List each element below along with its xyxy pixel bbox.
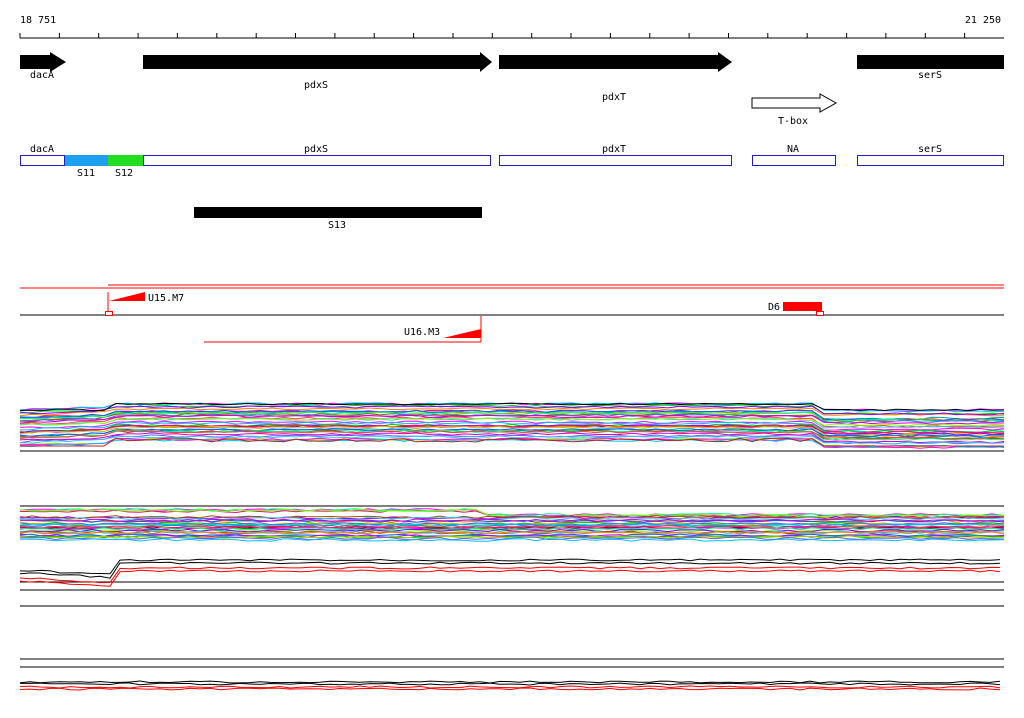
- segment-box-sers[interactable]: [857, 155, 1004, 166]
- expression-profile: [19, 428, 1005, 438]
- expression-profile: [19, 432, 1005, 444]
- expression-profile: [19, 420, 1005, 431]
- segment-box-na[interactable]: [752, 155, 836, 166]
- expression-profile: [19, 430, 1005, 440]
- segment-s12[interactable]: [108, 155, 143, 166]
- expression-profile: [20, 682, 1001, 686]
- tbox-label: T-box: [778, 116, 808, 127]
- segment-label-s11: S11: [77, 168, 95, 179]
- gene-label-daca: dacA: [30, 70, 54, 81]
- expression-profile: [19, 424, 1005, 434]
- expression-profile: [19, 566, 1001, 584]
- downshift-d6[interactable]: [783, 302, 824, 316]
- gene-arrow-daca[interactable]: [20, 52, 66, 72]
- expression-profile: [19, 423, 1005, 433]
- segment-s11[interactable]: [65, 155, 108, 166]
- transcript-track: S13: [194, 207, 482, 231]
- gene-label-sers: serS: [918, 70, 942, 81]
- segment-label-sers: serS: [918, 144, 942, 155]
- expression-profile: [19, 687, 1001, 691]
- expression-profile: [19, 526, 1005, 531]
- expression-profile: [19, 429, 1005, 441]
- segment-label-pdxt: pdxT: [602, 144, 626, 155]
- upshift-u15-m7[interactable]: [105, 292, 146, 316]
- expression-profile: [19, 435, 1005, 445]
- segment-label-s12: S12: [115, 168, 133, 179]
- expression-profile: [19, 414, 1004, 425]
- expression-profile: [19, 523, 1005, 527]
- expression-profile: [19, 417, 1005, 427]
- expression-profile: [19, 533, 1005, 538]
- expression-track-2: [19, 505, 1005, 542]
- upshift-u15-m7-label: U15.M7: [148, 293, 184, 304]
- track1-profiles: [19, 402, 1005, 449]
- ruler-end-label: 21 250: [965, 15, 1001, 26]
- expression-profile: [19, 508, 1005, 518]
- segment-label-pdxs: pdxS: [304, 144, 328, 155]
- expression-profile: [19, 535, 1005, 539]
- expression-profile: [19, 528, 1005, 533]
- downshift-d6-label: D6: [768, 302, 780, 313]
- expression-profile: [19, 405, 1005, 416]
- gene-label-pdxs: pdxS: [304, 80, 328, 91]
- transcript-s13-bar[interactable]: [194, 207, 482, 218]
- track3-profiles: [19, 558, 1001, 587]
- upshift-u16-m3-label: U16.M3: [404, 327, 440, 338]
- segment-label-daca: dacA: [30, 144, 54, 155]
- expression-profile: [19, 417, 1005, 429]
- expression-track-1: [19, 402, 1005, 452]
- expression-profile: [20, 437, 1004, 447]
- expression-profile: [19, 685, 1001, 689]
- transcript-s13-label: S13: [328, 220, 346, 231]
- ruler-start-label: 18 751: [20, 15, 56, 26]
- segment-box-pdxs[interactable]: [143, 155, 491, 166]
- track2-profiles: [19, 508, 1005, 542]
- expression-track-3: [19, 558, 1004, 607]
- expression-profile: [19, 402, 1005, 412]
- expression-profile: [19, 558, 1001, 575]
- segment-box-daca[interactable]: [20, 155, 65, 166]
- track4-profiles: [19, 680, 1001, 691]
- ruler-ticks: [19, 33, 966, 38]
- expression-profile: [19, 680, 1001, 684]
- segment-box-pdxt[interactable]: [499, 155, 732, 166]
- expression-profile: [19, 407, 1005, 417]
- expression-profile: [20, 518, 1004, 523]
- gene-track: dacA pdxS pdxT serS T-box: [20, 52, 1004, 127]
- expression-profile: [19, 569, 1001, 587]
- segment-track: dacA S11 S12 pdxS pdxT NA serS: [20, 144, 1004, 179]
- expression-profile: [19, 561, 1001, 579]
- expression-track-4: [19, 658, 1004, 691]
- expression-profile: [19, 515, 1005, 519]
- tbox-arrow[interactable]: [751, 93, 838, 113]
- gene-label-pdxt: pdxT: [602, 92, 626, 103]
- gene-arrow-sers[interactable]: [857, 55, 1004, 69]
- expression-profile: [20, 536, 1005, 541]
- coordinate-ruler: 18 751 21 250: [19, 15, 1004, 39]
- gene-arrow-pdxs[interactable]: [143, 52, 492, 72]
- gene-arrow-pdxt[interactable]: [499, 52, 732, 72]
- expression-profile: [19, 411, 1005, 422]
- segment-label-na: NA: [787, 144, 799, 155]
- shift-track: U15.M7 D6 U16.M3: [20, 284, 1004, 343]
- expression-profile: [19, 530, 1005, 535]
- expression-profile: [19, 538, 1005, 542]
- expression-profile: [19, 531, 1005, 535]
- expression-profile: [19, 425, 1005, 437]
- upshift-u16-m3[interactable]: [204, 316, 482, 343]
- expression-profile: [19, 438, 1005, 449]
